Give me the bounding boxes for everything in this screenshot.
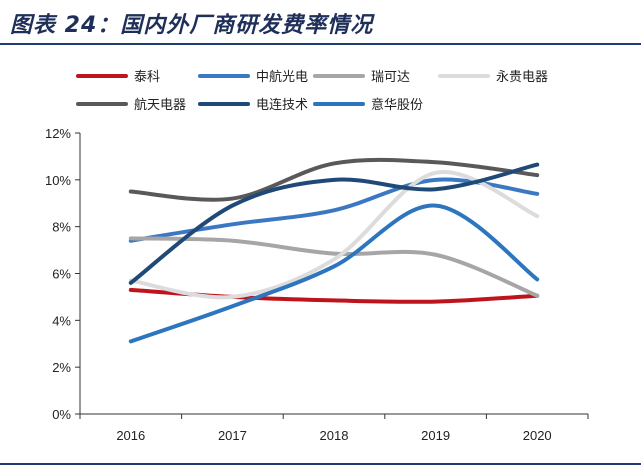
x-tick-label: 2017 (218, 428, 247, 443)
series-line-永贵电器 (128, 170, 540, 300)
y-tick-label: 8% (52, 220, 71, 235)
series-line-意华股份 (128, 203, 540, 344)
x-tick-label: 2016 (116, 428, 145, 443)
bottom-divider (0, 463, 641, 465)
legend-label: 航天电器 (134, 97, 186, 113)
legend-label: 泰科 (134, 70, 160, 85)
figure-header: 图表 24：国内外厂商研发费率情况 (0, 0, 641, 45)
y-tick-label: 6% (52, 267, 71, 282)
legend-label: 瑞可达 (371, 70, 410, 85)
figure-title: 图表 24：国内外厂商研发费率情况 (10, 13, 374, 38)
x-tick-label: 2020 (523, 428, 552, 443)
legend-label: 永贵电器 (496, 70, 548, 85)
title-divider (0, 43, 641, 45)
y-tick-label: 0% (52, 407, 71, 422)
series-line-电连技术 (128, 162, 540, 285)
y-tick-label: 4% (52, 313, 71, 328)
legend-label: 电连技术 (256, 97, 308, 113)
x-tick-label: 2018 (320, 428, 349, 443)
legend-label: 意华股份 (371, 97, 423, 113)
x-tick-label: 2019 (421, 428, 450, 443)
y-tick-label: 2% (52, 360, 71, 375)
y-tick-label: 12% (45, 126, 71, 141)
legend-label: 中航光电 (256, 69, 308, 85)
y-tick-label: 10% (45, 173, 71, 188)
series-line-航天电器 (128, 157, 540, 202)
series-line-瑞可达 (128, 236, 540, 298)
